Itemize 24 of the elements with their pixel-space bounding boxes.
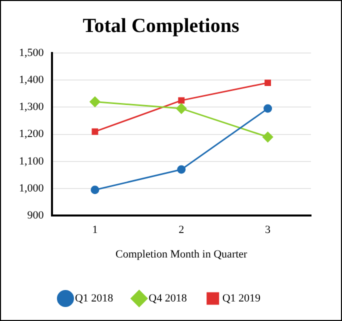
y-tick-label: 1,000: [19, 182, 44, 194]
x-tick-label: 2: [178, 224, 184, 236]
point: [177, 165, 186, 174]
x-tick-label: 3: [265, 224, 272, 236]
y-tick-label: 1,500: [19, 46, 44, 59]
y-tick-label: 900: [27, 209, 44, 222]
y-tick-label: 1,400: [19, 74, 44, 86]
point: [90, 96, 100, 108]
point: [90, 186, 100, 194]
point: [178, 97, 185, 104]
y-tick-label: 1,300: [19, 101, 44, 114]
legend-label: Q4 2018: [148, 292, 188, 304]
x-tick-label: 1: [92, 224, 98, 236]
point: [264, 80, 272, 86]
y-tick-label: 1,100: [19, 155, 44, 168]
point: [176, 103, 187, 114]
point: [264, 104, 272, 113]
chart-title: Total Completions: [82, 15, 240, 38]
legend-label: Q1 2018: [74, 292, 114, 304]
legend-label: Q1 2019: [222, 292, 262, 304]
x-axis-title: Completion Month in Quarter: [116, 248, 248, 260]
point: [92, 128, 98, 135]
point: [262, 132, 274, 142]
y-tick-label: 1,200: [19, 128, 44, 140]
